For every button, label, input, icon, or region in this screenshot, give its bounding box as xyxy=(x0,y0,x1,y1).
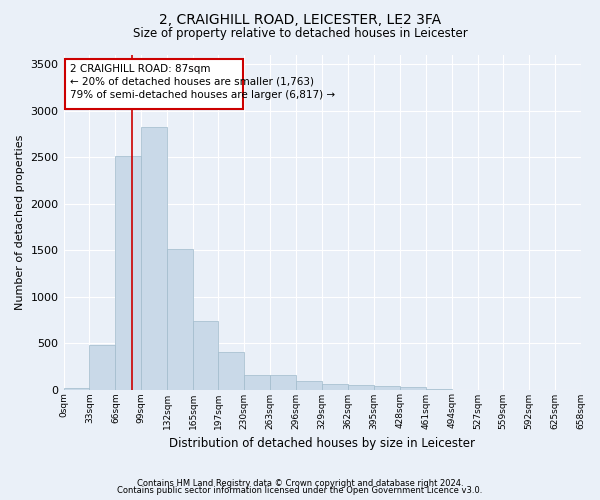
Bar xyxy=(270,374,296,390)
Bar xyxy=(296,381,322,390)
Text: Contains public sector information licensed under the Open Government Licence v3: Contains public sector information licen… xyxy=(118,486,482,495)
Text: ← 20% of detached houses are smaller (1,763): ← 20% of detached houses are smaller (1,… xyxy=(70,77,314,87)
Bar xyxy=(193,321,218,390)
Bar xyxy=(115,156,142,390)
Text: 2 CRAIGHILL ROAD: 87sqm: 2 CRAIGHILL ROAD: 87sqm xyxy=(70,64,211,74)
Bar xyxy=(244,374,270,390)
Bar xyxy=(167,249,193,390)
Bar xyxy=(64,388,89,390)
X-axis label: Distribution of detached houses by size in Leicester: Distribution of detached houses by size … xyxy=(169,437,475,450)
Text: Contains HM Land Registry data © Crown copyright and database right 2024.: Contains HM Land Registry data © Crown c… xyxy=(137,478,463,488)
Y-axis label: Number of detached properties: Number of detached properties xyxy=(15,134,25,310)
Text: Size of property relative to detached houses in Leicester: Size of property relative to detached ho… xyxy=(133,28,467,40)
Text: 79% of semi-detached houses are larger (6,817) →: 79% of semi-detached houses are larger (… xyxy=(70,90,335,101)
Bar xyxy=(218,352,244,390)
Bar xyxy=(142,128,167,390)
Bar xyxy=(400,386,426,390)
Bar xyxy=(374,386,400,390)
Bar xyxy=(426,388,452,390)
Bar xyxy=(89,345,115,390)
FancyBboxPatch shape xyxy=(65,58,242,109)
Text: 2, CRAIGHILL ROAD, LEICESTER, LE2 3FA: 2, CRAIGHILL ROAD, LEICESTER, LE2 3FA xyxy=(159,12,441,26)
Bar xyxy=(322,384,348,390)
Bar xyxy=(348,385,374,390)
